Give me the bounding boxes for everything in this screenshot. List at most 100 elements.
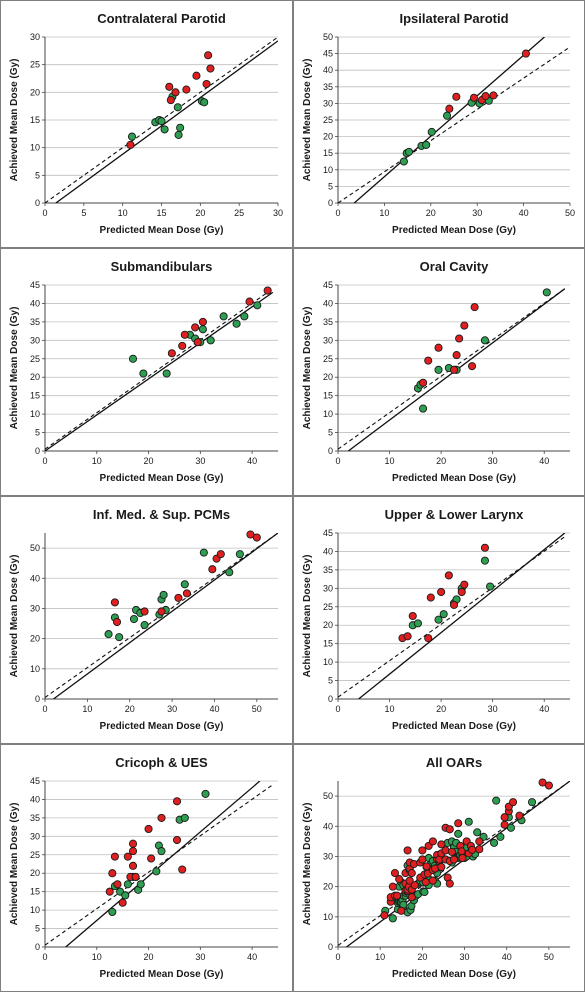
y-tick-label: 30 — [30, 335, 40, 345]
y-tick-label: 50 — [323, 32, 333, 42]
data-point — [457, 587, 466, 597]
data-point — [422, 140, 431, 149]
data-point — [139, 369, 148, 378]
data-point — [263, 286, 272, 295]
scatter-chart: All OARs 0 10 20 30 40 50 0 10 20 30 40 50 Predicted … — [302, 755, 570, 980]
data-point — [470, 303, 479, 312]
data-point — [469, 93, 479, 102]
x-tick-label: 10 — [379, 208, 389, 218]
x-tick-label: 50 — [544, 952, 554, 962]
data-point — [447, 847, 456, 856]
data-point — [160, 125, 169, 134]
data-point — [390, 869, 399, 878]
x-tick-label: 10 — [375, 952, 385, 962]
data-point — [193, 338, 202, 347]
data-point — [157, 607, 166, 616]
data-point — [166, 96, 175, 105]
x-tick-label: 50 — [252, 704, 262, 714]
x-tick-label: 20 — [417, 952, 427, 962]
data-point — [128, 839, 138, 848]
data-point — [157, 117, 166, 126]
data-point — [460, 321, 469, 330]
data-point — [489, 91, 498, 100]
chart-panel-2: Ipsilateral Parotid 0 5 10 15 20 25 30 35 40 45 50 0… — [293, 0, 585, 248]
chart-title: Oral Cavity — [420, 259, 489, 274]
data-point — [521, 49, 530, 58]
fit-solid-line — [358, 533, 566, 699]
data-point — [159, 590, 168, 599]
data-point — [152, 867, 161, 876]
data-point — [200, 98, 209, 107]
y-tick-label: 15 — [30, 115, 40, 125]
data-point — [113, 880, 122, 889]
data-point — [191, 323, 200, 332]
data-point — [216, 550, 225, 559]
fit-solid-line — [45, 291, 274, 451]
x-tick-label: 40 — [539, 704, 549, 714]
x-tick-label: 20 — [436, 456, 446, 466]
y-tick-label: 30 — [323, 583, 333, 593]
data-point — [403, 632, 412, 641]
x-tick-label: 50 — [565, 208, 575, 218]
data-point — [500, 820, 509, 829]
data-point — [445, 879, 454, 888]
x-tick-label: 15 — [156, 208, 166, 218]
x-tick-label: 20 — [436, 704, 446, 714]
x-tick-label: 30 — [460, 952, 470, 962]
scatter-chart: Cricoph & UES 0 5 10 15 20 25 30 35 40 45 0 10 20 30 40… — [9, 755, 278, 980]
data-point — [240, 312, 249, 321]
data-point — [486, 582, 495, 591]
x-tick-label: 5 — [81, 208, 86, 218]
y-tick-label: 30 — [323, 335, 333, 345]
data-point — [225, 568, 234, 577]
x-tick-label: 0 — [42, 704, 47, 714]
y-tick-label: 25 — [30, 850, 40, 860]
y-tick-label: 35 — [323, 317, 333, 327]
chart-title: Ipsilateral Parotid — [399, 11, 508, 26]
x-tick-label: 40 — [247, 952, 257, 962]
x-tick-label: 30 — [488, 456, 498, 466]
y-tick-label: 0 — [35, 446, 40, 456]
data-point — [140, 607, 149, 616]
data-point — [110, 852, 119, 861]
data-point — [403, 846, 412, 855]
data-point — [468, 845, 477, 854]
x-axis-label: Predicted Mean Dose (Gy) — [392, 225, 516, 236]
data-point — [544, 781, 553, 790]
y-tick-label: 15 — [323, 639, 333, 649]
data-point — [509, 798, 518, 807]
data-point — [428, 876, 437, 885]
x-tick-label: 10 — [118, 208, 128, 218]
chart-title: Submandibulars — [111, 259, 213, 274]
data-point — [173, 103, 182, 112]
x-tick-label: 20 — [144, 952, 154, 962]
chart-panel-3: Submandibulars 0 5 10 15 20 25 30 35 40 45 0 10 20 30 4… — [0, 248, 293, 496]
y-tick-label: 35 — [30, 813, 40, 823]
data-point — [445, 825, 454, 834]
data-point — [434, 365, 443, 374]
data-point — [413, 619, 422, 628]
data-point — [452, 92, 461, 101]
data-point — [527, 798, 537, 807]
data-point — [235, 550, 244, 559]
x-tick-label: 40 — [502, 952, 512, 962]
fit-solid-line — [53, 533, 278, 699]
y-tick-label: 25 — [30, 354, 40, 364]
data-point — [404, 147, 414, 156]
scatter-chart: Submandibulars 0 5 10 15 20 25 30 35 40 45 0 10 20 30 4… — [9, 259, 278, 484]
y-tick-label: 0 — [35, 942, 40, 952]
data-point — [455, 334, 464, 343]
y-tick-label: 15 — [323, 391, 333, 401]
x-tick-label: 40 — [247, 456, 257, 466]
y-tick-label: 30 — [323, 851, 333, 861]
data-point — [172, 797, 182, 806]
x-axis-label: Predicted Mean Dose (Gy) — [100, 473, 224, 484]
chart-title: All OARs — [426, 755, 482, 770]
data-point — [419, 404, 428, 413]
x-tick-label: 10 — [385, 704, 395, 714]
y-tick-label: 0 — [328, 694, 333, 704]
data-point — [232, 319, 241, 328]
data-point — [473, 828, 482, 837]
data-point — [388, 914, 397, 923]
data-point — [410, 881, 419, 890]
